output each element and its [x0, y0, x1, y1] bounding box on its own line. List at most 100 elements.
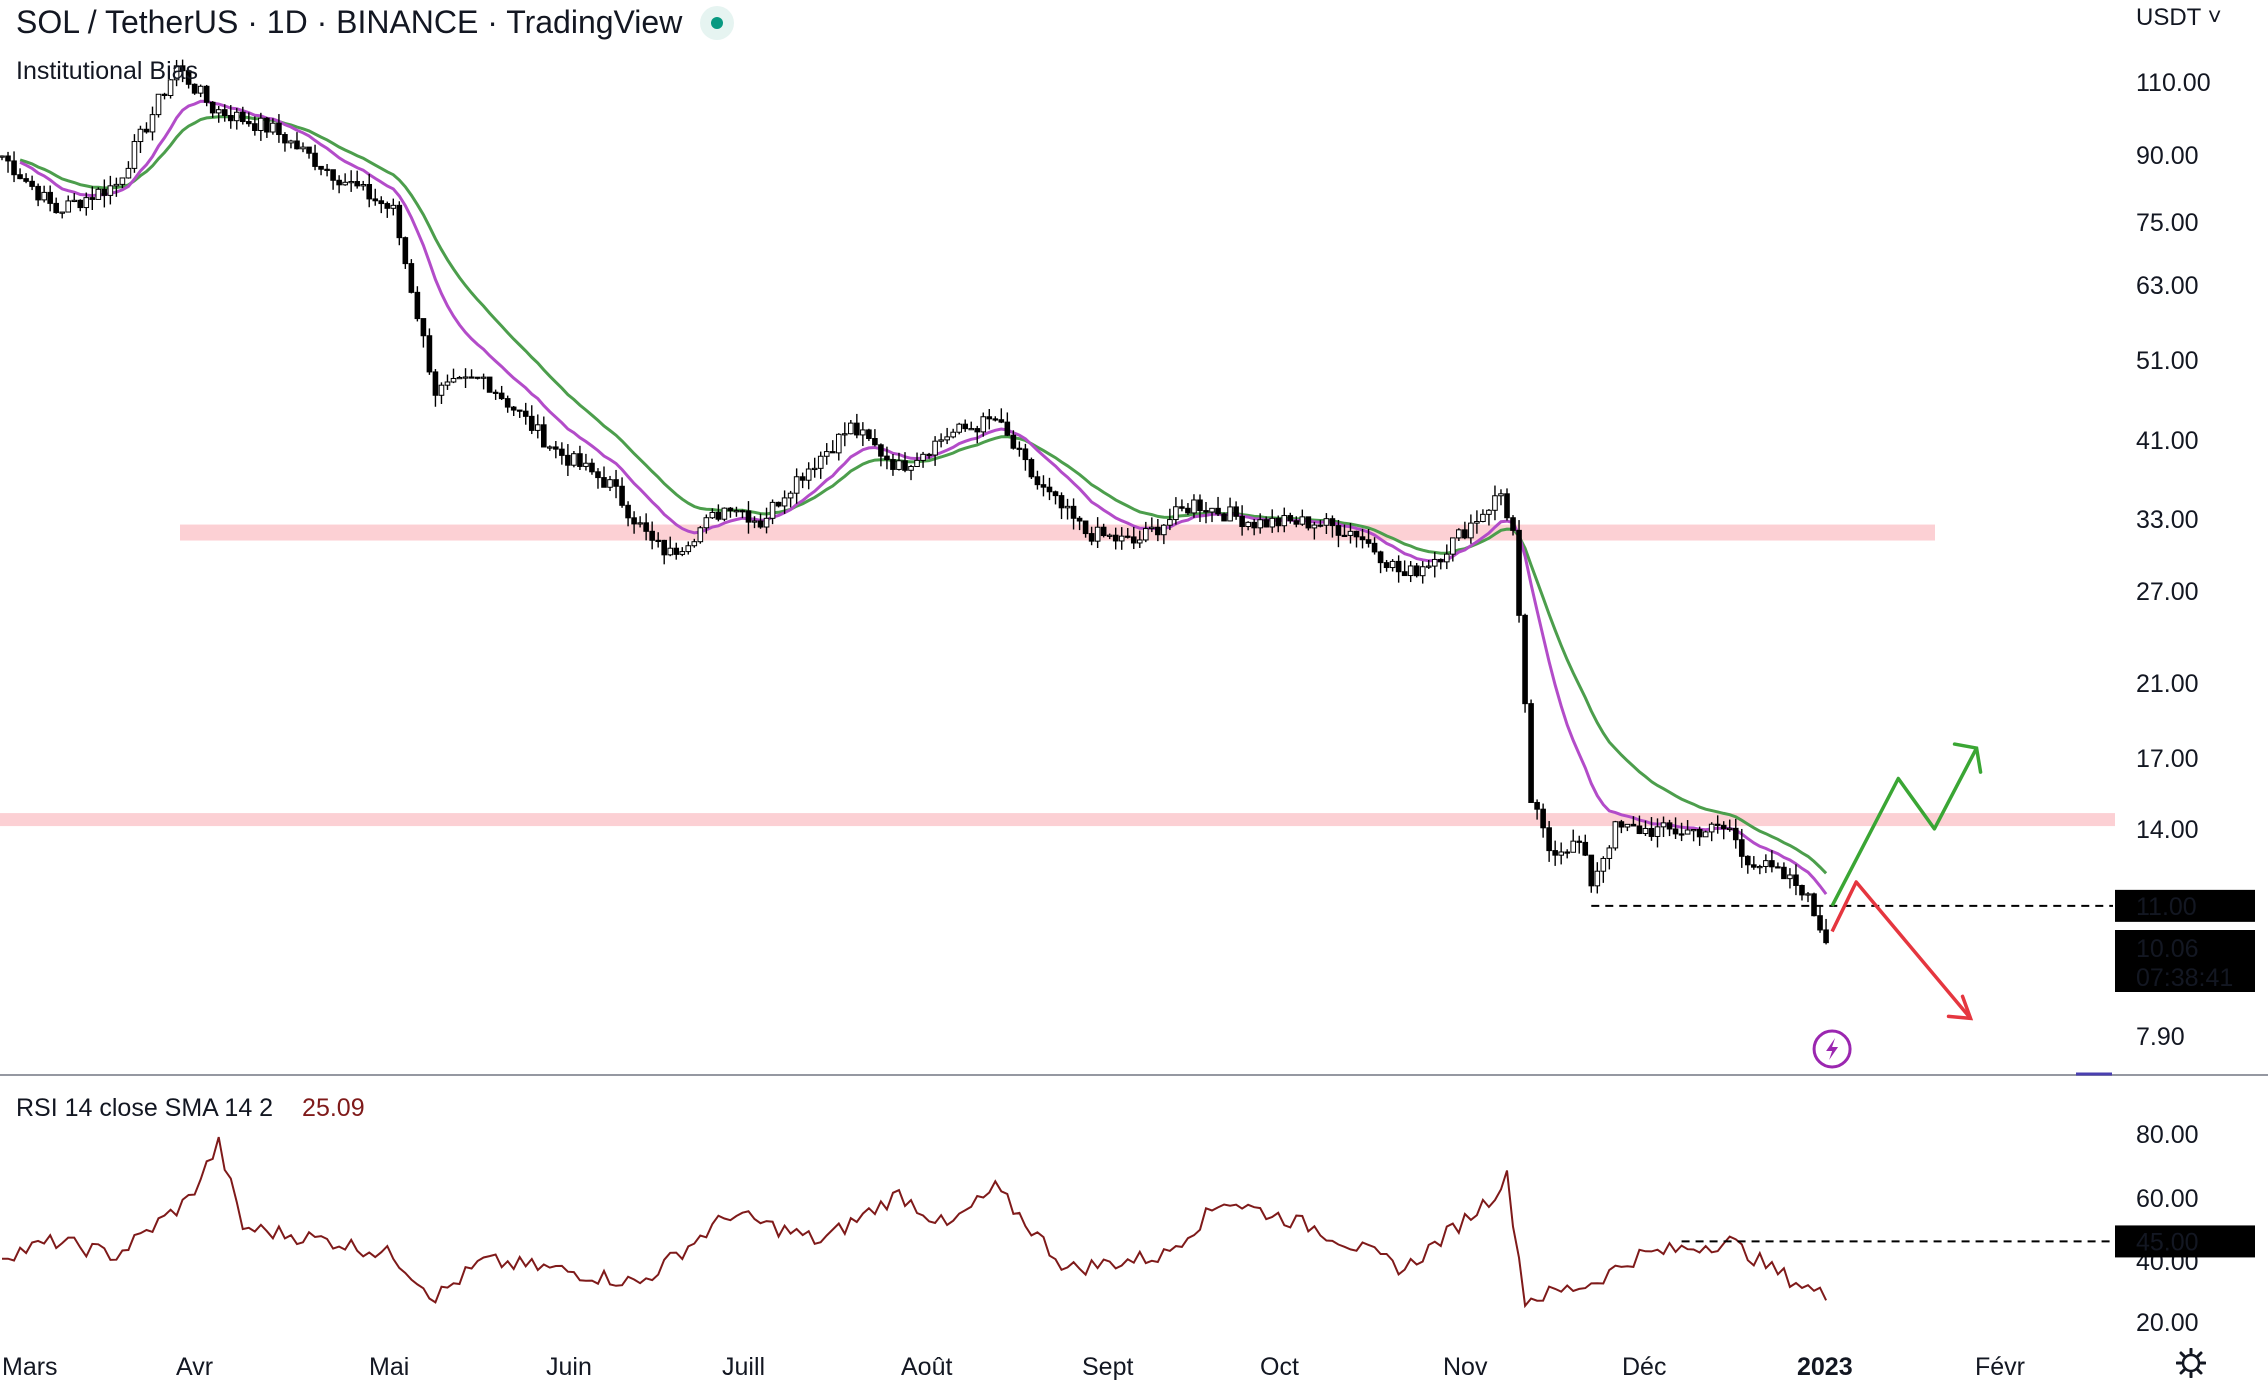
- candle-body: [107, 185, 114, 196]
- candle-body: [1462, 529, 1468, 539]
- candle-body: [1371, 542, 1378, 553]
- candle-body: [1793, 874, 1799, 886]
- candle-body: [23, 178, 29, 182]
- candle-body: [1660, 822, 1667, 828]
- candle-body: [1781, 866, 1787, 880]
- candle-body: [571, 453, 577, 466]
- candle-body: [1353, 530, 1360, 538]
- candle-body: [1817, 915, 1823, 931]
- candle-body: [1112, 534, 1119, 542]
- projection-up-arrowhead: [1952, 742, 1983, 774]
- candle-body: [1745, 855, 1751, 866]
- candle-body: [1263, 519, 1270, 528]
- candle-body: [354, 181, 360, 187]
- candle-body: [1383, 562, 1390, 569]
- candle-body: [625, 504, 631, 519]
- candle-body: [89, 197, 96, 200]
- candle-body: [101, 188, 108, 196]
- chevron-down-icon: ˅: [2207, 4, 2222, 31]
- candle-body: [1582, 841, 1589, 856]
- candle-body: [1106, 534, 1113, 537]
- candle-body: [1245, 521, 1251, 528]
- candle-body: [1173, 506, 1179, 521]
- time-axis-label: Mai: [369, 1353, 409, 1381]
- candle-body: [252, 123, 258, 131]
- candle-body: [1401, 571, 1408, 577]
- candle-body: [516, 409, 523, 412]
- candle-body: [1143, 528, 1149, 541]
- candle-body: [1275, 517, 1282, 527]
- rsi-axis-label: 60.00: [2136, 1185, 2199, 1213]
- candle-body: [1486, 509, 1492, 515]
- candle-body: [1419, 566, 1426, 577]
- candle-body: [902, 460, 908, 471]
- candle-body: [829, 451, 836, 454]
- candle-body: [480, 376, 487, 379]
- candle-body: [131, 141, 138, 169]
- rsi-line: [1, 1136, 1828, 1309]
- time-axis-label: Juill: [722, 1353, 765, 1381]
- price-axis-label: 21.00: [2136, 670, 2199, 698]
- candle-body: [643, 522, 649, 532]
- candle-body: [498, 392, 505, 400]
- candle-body: [462, 376, 469, 379]
- candle-body: [1805, 893, 1811, 896]
- candle-body: [125, 167, 132, 179]
- candle-body: [1281, 515, 1288, 527]
- candle-body: [757, 520, 764, 528]
- candle-body: [1161, 524, 1167, 536]
- candle-body: [1606, 847, 1613, 859]
- candle-body: [1678, 833, 1685, 836]
- rsi-tag-45-text: 45.00: [2136, 1228, 2199, 1256]
- candle-body: [1130, 536, 1137, 544]
- candle-body: [842, 433, 848, 436]
- candle-body: [1215, 507, 1221, 515]
- ema-slow-line: [19, 114, 1828, 875]
- candle-body: [1702, 831, 1709, 838]
- candle-body: [522, 410, 529, 417]
- currency-selector[interactable]: USDT ˅: [2136, 4, 2222, 32]
- candle-body: [1624, 823, 1631, 828]
- candle-body: [203, 85, 210, 103]
- candle-body: [1269, 517, 1276, 528]
- candle-body: [1179, 506, 1185, 509]
- time-axis-label: Août: [901, 1353, 952, 1381]
- price-tag-current-text: 10.06: [2136, 935, 2199, 963]
- candle-body: [221, 109, 228, 116]
- candle-body: [589, 462, 595, 473]
- candle-body: [1636, 825, 1643, 835]
- candle-body: [1221, 513, 1227, 522]
- candle-body: [390, 204, 397, 209]
- candle-body: [1823, 929, 1829, 944]
- candle-body: [974, 428, 981, 433]
- candle-body: [1618, 821, 1625, 828]
- candle-body: [258, 117, 264, 131]
- candle-body: [41, 191, 47, 201]
- candle-body: [896, 460, 902, 470]
- candle-body: [860, 429, 866, 436]
- candle-body: [71, 199, 78, 203]
- time-axis-label: Mars: [2, 1353, 58, 1381]
- price-axis-label: 51.00: [2136, 347, 2199, 375]
- candle-body: [1094, 526, 1101, 542]
- candle-body: [414, 291, 421, 320]
- candle-body: [35, 185, 41, 201]
- candle-body: [1540, 808, 1546, 829]
- candle-body: [1040, 484, 1047, 488]
- candle-body: [167, 79, 174, 96]
- candle-body: [312, 152, 318, 167]
- candle-body: [1239, 515, 1245, 528]
- candle-body: [769, 501, 776, 519]
- candle-body: [703, 517, 710, 529]
- candle-body: [1757, 865, 1763, 869]
- candle-body: [1811, 893, 1817, 917]
- time-axis-label: Juin: [546, 1353, 592, 1381]
- candle-body: [1431, 558, 1438, 567]
- settings-gear-icon[interactable]: [2176, 1348, 2206, 1378]
- candle-body: [324, 168, 330, 171]
- price-tag-current: [2115, 930, 2255, 992]
- candle-body: [197, 85, 204, 94]
- candle-body: [1323, 518, 1330, 526]
